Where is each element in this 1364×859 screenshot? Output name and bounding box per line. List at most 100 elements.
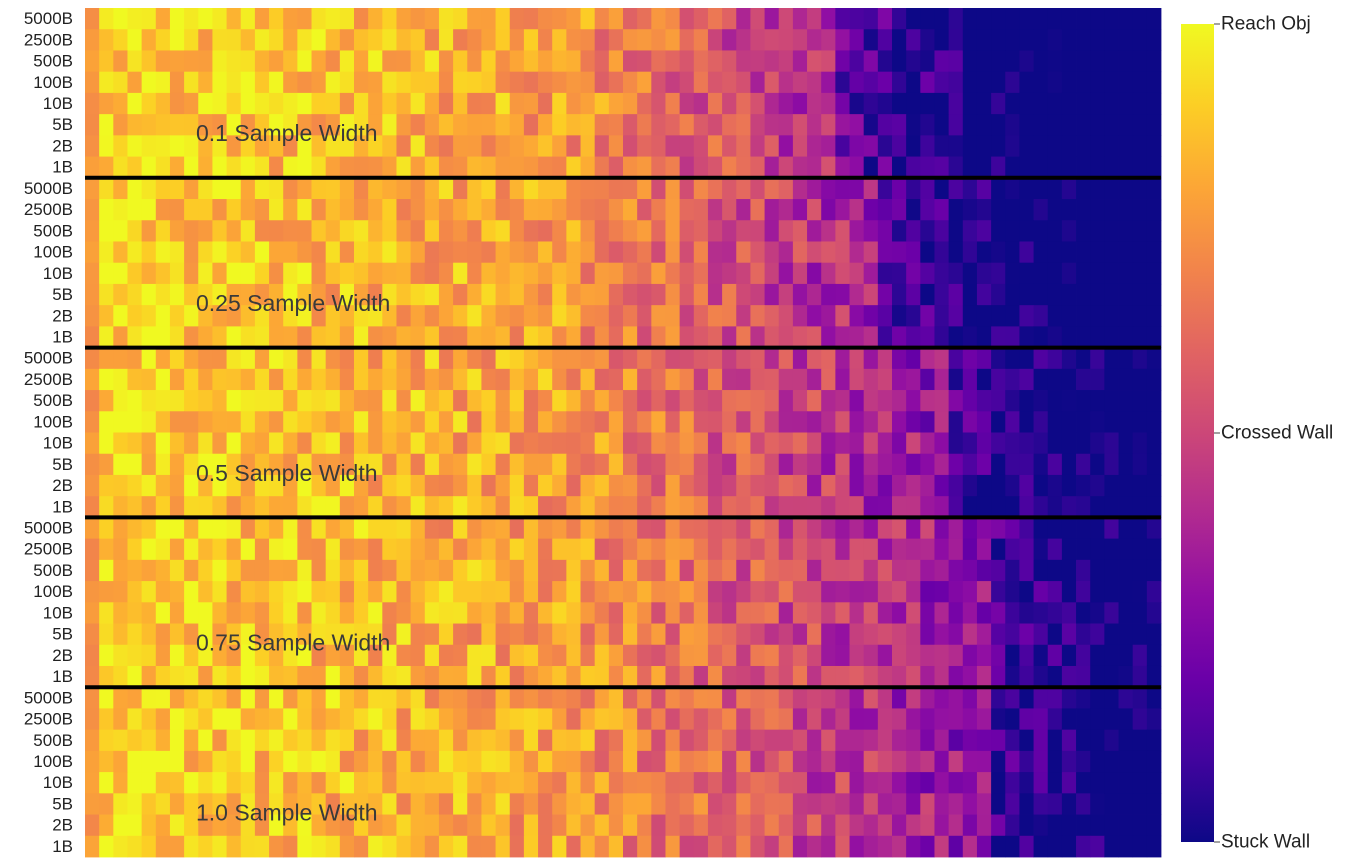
heatmap-cell <box>707 241 723 264</box>
heatmap-cell <box>877 687 893 709</box>
heatmap-cell <box>707 474 723 497</box>
heatmap-cell <box>807 559 822 582</box>
heatmap-cell <box>707 390 723 412</box>
heatmap-cell <box>509 156 525 179</box>
row-label: 5B <box>52 285 73 304</box>
heatmap-cell <box>141 241 157 264</box>
heatmap-cell <box>849 8 865 30</box>
heatmap-cell <box>976 835 992 858</box>
heatmap-cell <box>849 135 865 157</box>
heatmap-cell <box>821 390 836 412</box>
heatmap-cell <box>325 241 341 264</box>
heatmap-cell <box>467 559 482 582</box>
heatmap-cell <box>1047 708 1063 731</box>
heatmap-cell <box>1118 687 1134 709</box>
heatmap-cell <box>991 177 1006 200</box>
heatmap-cell <box>835 772 850 794</box>
heatmap-cell <box>1047 538 1063 561</box>
heatmap-cell <box>821 496 836 518</box>
heatmap-cell <box>325 305 341 327</box>
heatmap-cell <box>424 453 440 476</box>
heatmap-cell <box>85 29 100 51</box>
heatmap-cell <box>198 262 213 285</box>
heatmap-cell <box>382 390 397 412</box>
heatmap-cell <box>608 326 624 349</box>
heatmap-cell <box>821 644 836 667</box>
heatmap-cell <box>778 581 794 603</box>
heatmap-cell <box>962 708 978 731</box>
heatmap-cell <box>438 92 454 115</box>
heatmap-cell <box>594 496 610 518</box>
heatmap-cell <box>169 623 185 646</box>
heatmap-cell <box>495 517 511 540</box>
heatmap-cell <box>226 8 242 30</box>
heatmap-cell <box>594 644 610 667</box>
heatmap-cell <box>481 411 496 433</box>
heatmap-cell <box>509 220 525 242</box>
heatmap-cell <box>99 665 114 688</box>
heatmap-cell <box>382 199 397 221</box>
heatmap-cell <box>1104 262 1119 285</box>
row-label: 2500B <box>24 30 73 49</box>
heatmap-cell <box>481 644 496 667</box>
heatmap-cell <box>254 835 270 858</box>
heatmap-cell <box>849 474 865 497</box>
heatmap-cell <box>665 708 681 731</box>
heatmap-cell <box>198 453 213 476</box>
heatmap-cell <box>354 814 369 837</box>
row-label: 5B <box>52 455 73 474</box>
heatmap-cell <box>481 474 496 497</box>
heatmap-cell <box>99 368 114 391</box>
heatmap-cell <box>113 177 128 200</box>
heatmap-cell <box>892 347 907 370</box>
heatmap-cell <box>948 687 964 709</box>
heatmap-cell <box>948 199 964 221</box>
heatmap-cell <box>962 29 978 51</box>
heatmap-cell <box>920 390 935 412</box>
heatmap-cell <box>1132 368 1148 391</box>
heatmap-cell <box>127 750 143 773</box>
heatmap-cell <box>849 411 865 433</box>
heatmap-cell <box>169 687 185 709</box>
heatmap-cell <box>1104 347 1119 370</box>
heatmap-cell <box>538 602 553 624</box>
heatmap-cell <box>722 517 737 540</box>
heatmap-cell <box>1090 708 1105 731</box>
heatmap-cell <box>962 474 978 497</box>
heatmap-cell <box>1118 92 1134 115</box>
heatmap-cell <box>651 729 666 752</box>
heatmap-cell <box>184 8 199 30</box>
heatmap-cell <box>736 71 751 94</box>
heatmap-cell <box>976 262 992 285</box>
heatmap-cell <box>665 581 681 603</box>
heatmap-cell <box>623 581 638 603</box>
heatmap-cell <box>976 474 992 497</box>
heatmap-cell <box>368 390 383 412</box>
heatmap-cell <box>962 432 978 455</box>
heatmap-cell <box>707 199 723 221</box>
heatmap-cell <box>141 517 157 540</box>
heatmap-cell <box>948 793 964 815</box>
heatmap-cell <box>665 814 681 837</box>
heatmap-cell <box>1047 29 1063 51</box>
heatmap-cell <box>1132 453 1148 476</box>
heatmap-cell <box>467 411 482 433</box>
heatmap-cell <box>1118 474 1134 497</box>
heatmap-cell <box>835 156 850 179</box>
heatmap-cell <box>1118 114 1134 136</box>
heatmap-cell <box>155 368 171 391</box>
heatmap-cell <box>99 835 114 858</box>
heatmap-cell <box>509 814 525 837</box>
heatmap-cell <box>934 283 950 306</box>
heatmap-cell <box>1005 199 1020 221</box>
heatmap-cell <box>184 581 199 603</box>
heatmap-cell <box>226 793 242 815</box>
heatmap-cell <box>467 496 482 518</box>
heatmap-cell <box>778 687 794 709</box>
heatmap-cell <box>948 177 964 200</box>
heatmap-cell <box>382 729 397 752</box>
heatmap-cell <box>99 708 114 731</box>
heatmap-cell <box>283 581 298 603</box>
heatmap-cell <box>184 559 199 582</box>
heatmap-cell <box>1104 177 1119 200</box>
